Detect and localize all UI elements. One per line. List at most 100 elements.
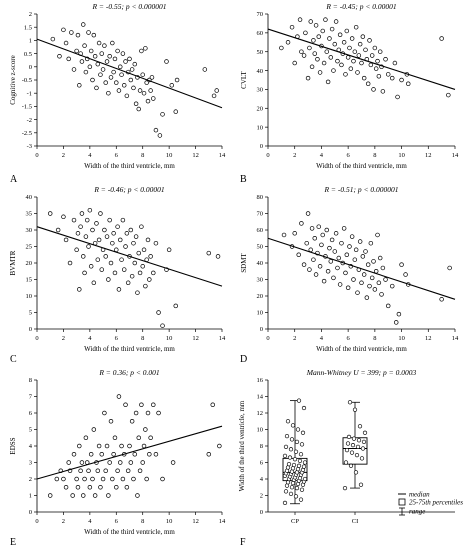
panel-b-point (309, 64, 315, 70)
panel-f-cp-point (283, 444, 289, 449)
panel-e-point (99, 452, 104, 457)
panel-c-point (145, 237, 151, 243)
panel-c-point (83, 234, 89, 239)
panel-c-point (106, 277, 111, 282)
panel-a-point (157, 133, 163, 138)
panel-a-point (112, 56, 118, 62)
panel-b-point (341, 40, 347, 45)
panel-e-x-tick-label: 2 (62, 518, 65, 525)
panel-d-point (320, 232, 326, 238)
panel-b-point (317, 70, 323, 75)
panel-f-cp-point (293, 449, 299, 454)
panel-a-y-tick-label: -2.5 (22, 130, 32, 137)
panel-b-title: R = -0.45; p < 0.00001 (325, 2, 396, 11)
panel-a-point (119, 72, 124, 77)
panel-a-point (90, 77, 95, 83)
panel-e-point (61, 476, 66, 482)
panel-b-point (392, 60, 398, 66)
panel-a-point (148, 88, 153, 93)
panel-b-point (332, 41, 338, 47)
panel-f-cp-point (296, 463, 302, 468)
panel-b-point (355, 70, 360, 75)
panel-c-point (135, 290, 140, 295)
panel-d-y-tick-label: 20 (257, 293, 264, 300)
panel-d-point (369, 275, 375, 281)
panel-b-y-tick-label: 20 (257, 105, 264, 112)
panel-f-ci-point (360, 446, 366, 451)
panel-b-point (373, 66, 379, 71)
panel-b-point (365, 81, 371, 87)
panel-a-point (63, 40, 69, 46)
panel-c-y-tick-label: 10 (26, 293, 33, 300)
panel-f-ci-point (342, 485, 348, 491)
panel-c-point (102, 227, 107, 233)
panel-f-ci-point (344, 448, 350, 453)
panel-a-x-tick-label: 10 (166, 152, 173, 159)
panel-e-y-tick-label: 5 (29, 427, 32, 434)
panel-c-x-tick-label: 14 (219, 335, 226, 342)
panel-b-y-tick-label: 10 (257, 124, 264, 131)
panel-c-point (77, 287, 82, 292)
panel-e-point (111, 452, 116, 457)
panel-e-point (70, 493, 75, 498)
panel-f-ci-point (354, 452, 360, 458)
panel-d-point (332, 249, 338, 254)
panel-e-point (108, 419, 114, 424)
panel-f-cp-point (298, 452, 304, 457)
panel-c-x-tick-label: 0 (35, 335, 38, 342)
panel-e-point (217, 443, 222, 449)
panel-d-point (372, 287, 378, 292)
panel-a-point (102, 43, 107, 48)
panel-a-point (120, 51, 126, 56)
panel-b-point (356, 53, 362, 58)
panel-d-point (336, 255, 342, 261)
panel-e-point (91, 427, 97, 432)
panel-c-y-tick-label: 30 (26, 227, 33, 234)
panel-e-point (145, 410, 151, 416)
panel-a-point (128, 77, 134, 83)
panel-c-point (137, 270, 143, 276)
panel-d-point (311, 257, 316, 262)
panel-c-point (151, 270, 156, 276)
panel-d-point (292, 231, 297, 236)
panel-f-cp-point (285, 419, 291, 424)
panel-d-point (281, 232, 287, 238)
panel-e-point (102, 410, 107, 416)
panel-a-point (103, 80, 108, 85)
panel-e-y-tick-label: 7 (29, 394, 33, 401)
panel-f-cp-point (300, 430, 306, 435)
panel-e-point (103, 468, 108, 474)
panel-c-point (112, 270, 118, 276)
panel-d-point (403, 272, 408, 277)
panel-e-y-tick-label: 0 (29, 509, 32, 516)
panel-c-y-tick-label: 20 (26, 260, 33, 267)
panel-c-point (99, 267, 104, 272)
panel-f-cp-point (294, 485, 300, 491)
panel-d-point (351, 277, 356, 282)
panel-f-ci-point (359, 456, 365, 461)
panel-e-point (107, 460, 112, 465)
panel-d-point (335, 265, 340, 271)
panel-f-cp-point (299, 442, 305, 447)
panel-a-y-tick-label: 2 (29, 11, 32, 18)
panel-c-y-tick-label: 5 (29, 310, 32, 317)
panel-a-point (71, 67, 77, 72)
panel-d-point (396, 311, 402, 317)
panel-d-x-label: Width of the third ventricle, mm (316, 345, 407, 353)
panel-a-y-tick-label: 1.5 (24, 24, 32, 31)
panel-c-y-label: BVMTR (9, 250, 17, 275)
panel-d-point (355, 290, 360, 295)
panel-b-x-tick-label: 12 (425, 152, 432, 159)
panel-b-point (325, 79, 331, 85)
panel-c-point (47, 211, 53, 216)
panel-d-y-tick-label: 40 (257, 260, 264, 267)
panel-b-point (369, 53, 375, 58)
panel-d-point (331, 275, 336, 281)
panel-c-point (75, 231, 81, 236)
panel-c-point (153, 240, 159, 246)
panel-a-point (110, 40, 115, 46)
panel-a-point (91, 32, 97, 38)
panel-a-point (144, 80, 149, 85)
panel-f-cp-point (297, 458, 303, 463)
